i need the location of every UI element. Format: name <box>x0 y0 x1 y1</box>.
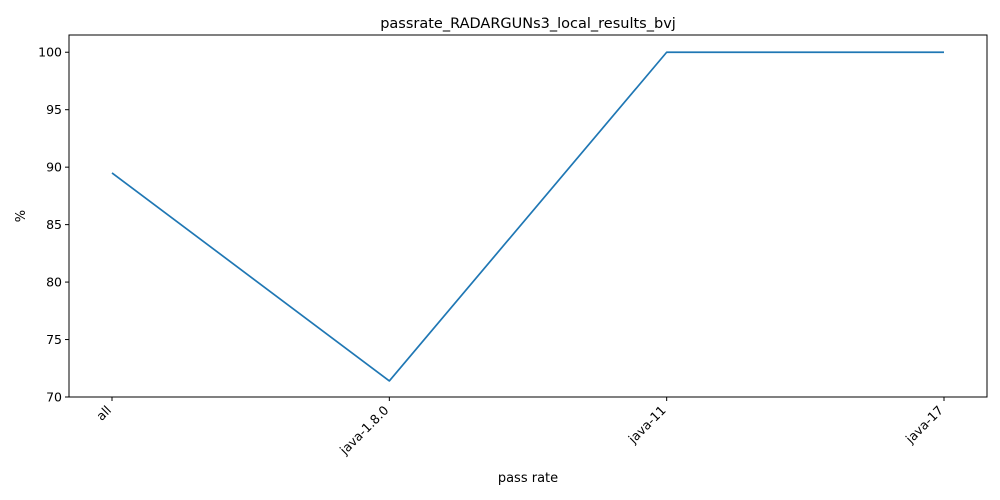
chart-title: passrate_RADARGUNs3_local_results_bvj <box>380 16 676 32</box>
series-line <box>111 51 944 382</box>
y-tick-label: 100 <box>38 45 62 60</box>
series-layer <box>111 51 944 382</box>
plot-frame <box>68 34 988 398</box>
y-tick-label: 80 <box>46 275 62 290</box>
y-axis-label: % <box>14 210 29 222</box>
x-axis-label: pass rate <box>498 471 558 486</box>
y-tick-label: 70 <box>46 390 62 405</box>
y-tick-label: 95 <box>46 102 62 117</box>
y-tick-label: 75 <box>46 332 62 347</box>
y-axis: 70 75 80 85 90 95 100 <box>38 45 69 405</box>
y-tick-label: 85 <box>46 217 62 232</box>
y-tick-label: 90 <box>46 160 62 175</box>
